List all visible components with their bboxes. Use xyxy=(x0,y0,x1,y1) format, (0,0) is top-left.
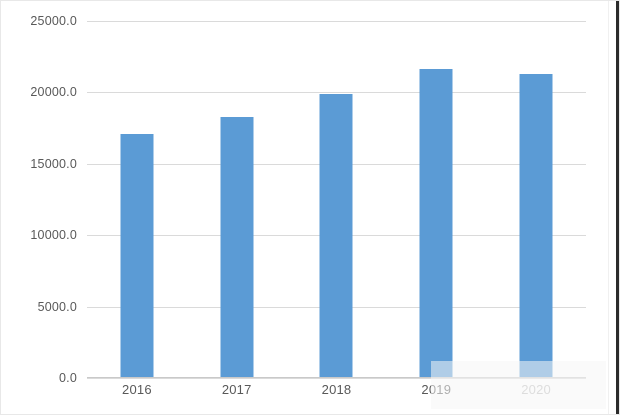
bar[interactable] xyxy=(519,73,553,378)
bar-slot xyxy=(486,21,586,378)
y-tick-label: 25000.0 xyxy=(30,14,77,28)
x-tick-label: 2017 xyxy=(221,382,252,397)
x-tick-label: 2020 xyxy=(521,382,551,397)
bar[interactable] xyxy=(319,93,353,378)
y-tick-label: 15000.0 xyxy=(30,156,77,171)
x-tick-label: 2018 xyxy=(321,382,352,397)
bar-slot xyxy=(87,21,187,378)
x-tick-label: 2016 xyxy=(122,382,152,397)
x-axis-line xyxy=(87,377,586,378)
y-tick-label: 10000.0 xyxy=(30,228,77,243)
gridline xyxy=(87,21,586,22)
right-margin xyxy=(608,1,619,414)
y-axis-tick-labels: 0.0 5000.0 10000.0 15000.0 20000.0 25000.0 xyxy=(1,14,77,385)
bar[interactable] xyxy=(220,116,254,378)
bar-slot xyxy=(386,21,486,378)
plot-area xyxy=(87,21,586,379)
y-tick-label: 5000.0 xyxy=(37,299,77,314)
right-border-strip xyxy=(616,1,619,414)
gridline xyxy=(87,92,586,94)
y-tick-label: 0.0 xyxy=(59,371,77,385)
x-axis-tick-labels: 2016 2017 2018 2019 2020 xyxy=(87,382,586,408)
y-tick-label: 20000.0 xyxy=(30,85,77,100)
bar[interactable] xyxy=(419,68,453,378)
bar[interactable] xyxy=(120,133,154,378)
x-tick-label: 2019 xyxy=(421,382,452,397)
bar-slot xyxy=(187,21,287,378)
gridline xyxy=(87,378,586,379)
bar-slot xyxy=(287,21,387,378)
